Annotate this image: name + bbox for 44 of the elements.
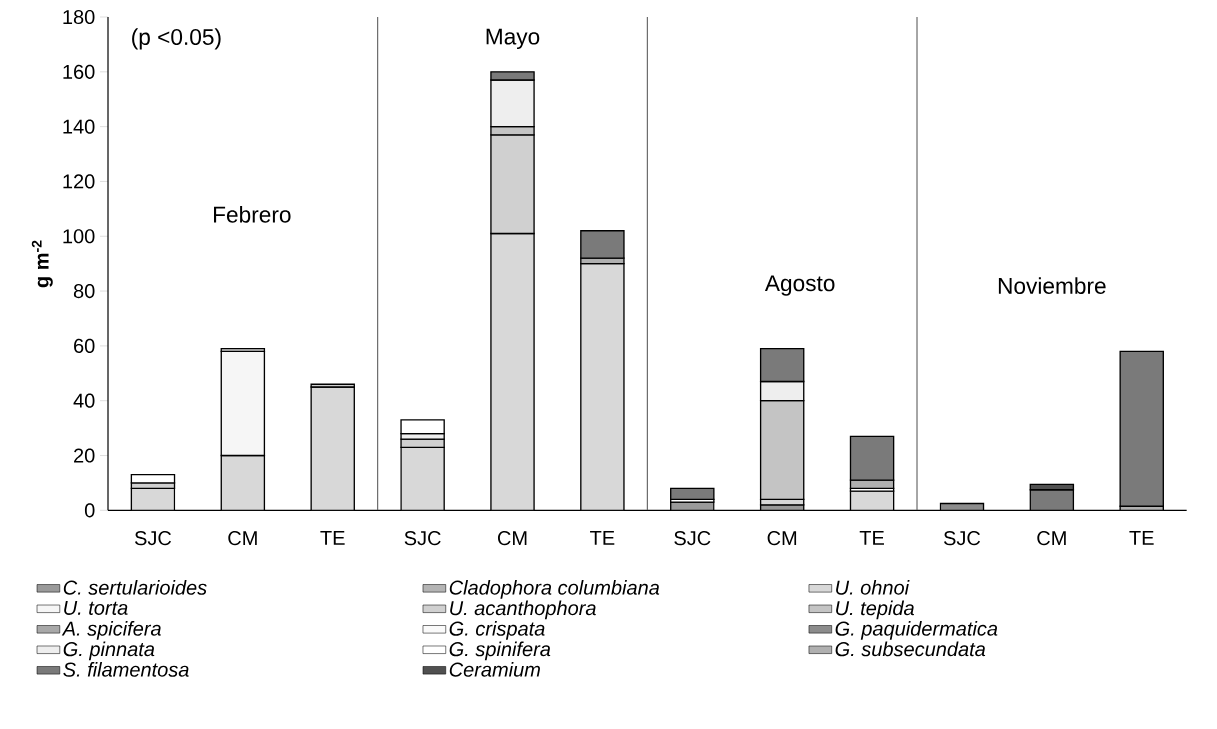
legend-label: Ceramium	[449, 662, 540, 677]
legend-label: U. ohnoi	[836, 580, 910, 595]
y-tick-label: 120	[63, 174, 95, 189]
y-tick-label: 40	[73, 393, 95, 408]
legend-label: G. subsecundata	[835, 641, 986, 657]
legend-label: S. filamentosa	[63, 662, 189, 677]
annotation: Febrero	[214, 206, 291, 223]
x-tick-label: CM	[767, 531, 797, 546]
annotation: Agosto	[764, 275, 835, 296]
x-tick-label: SJC	[134, 531, 172, 546]
y-tick-label: 0	[84, 503, 95, 518]
legend-label: U. tepida	[836, 600, 914, 620]
x-tick-label: CM	[497, 531, 527, 546]
legend-label: Cladophora columbiana	[449, 580, 660, 599]
y-tick-label: 140	[63, 119, 95, 134]
x-tick-label: SJC	[404, 531, 441, 546]
x-tick-label: CM	[1037, 531, 1066, 546]
legend-label: U. torta	[64, 600, 128, 615]
annotation: Noviembre	[998, 277, 1106, 294]
legend-label: U. acanthophora	[450, 600, 596, 620]
x-tick-label: TE	[859, 531, 884, 545]
x-tick-label: TE	[320, 531, 345, 545]
legend-label: A. spicifera	[61, 621, 161, 640]
bar	[1119, 350, 1164, 507]
x-tick-label: TE	[1129, 531, 1154, 545]
x-tick-label: SJC	[943, 531, 981, 546]
legend-label: G. crispata	[449, 621, 545, 640]
annotation: (p <0.05)	[132, 28, 221, 50]
x-tick-label: SJC	[674, 531, 711, 546]
legend-label: G. pinnata	[63, 641, 155, 661]
y-tick-label: 160	[63, 64, 95, 79]
y-tick-label: 180	[63, 9, 95, 25]
legend-label: C. sertularioides	[63, 580, 207, 595]
y-tick-label: 60	[74, 338, 95, 353]
y-axis-title: g m$^{-2}$	[31, 240, 53, 288]
legend-label: G. spinifera	[449, 641, 551, 661]
y-tick-label: 80	[73, 283, 95, 299]
legend-label: G. paquidermatica	[835, 621, 998, 640]
x-tick-label: CM	[228, 531, 257, 546]
x-tick-label: TE	[590, 531, 615, 545]
y-tick-label: 20	[74, 448, 95, 463]
y-tick-label: 100	[63, 229, 95, 244]
bar	[670, 487, 715, 501]
annotation: Mayo	[486, 28, 540, 50]
